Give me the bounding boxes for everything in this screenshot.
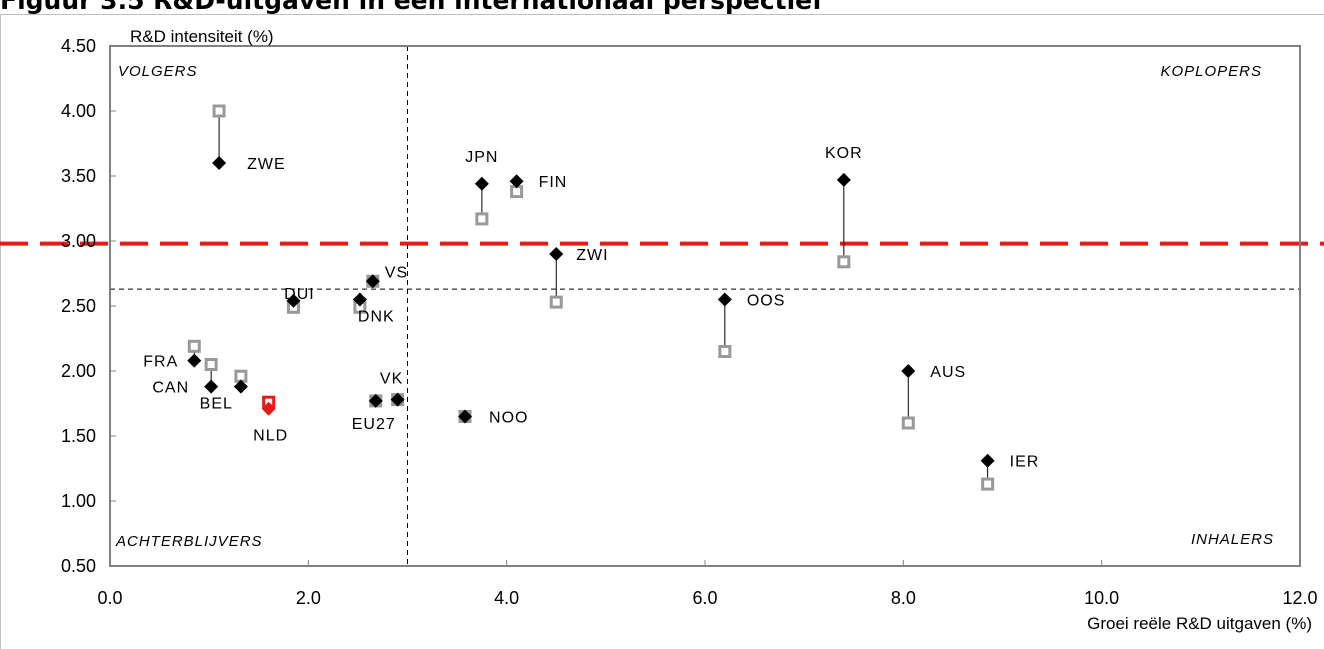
y-axis-ticks: 0.50 1.00 1.50 2.00 2.50 3.00 3.50 4.00 4.50	[61, 36, 116, 576]
point-label-fin: FIN	[539, 174, 568, 191]
open-marker-oos	[718, 345, 732, 358]
point-label-dui: DUI	[284, 286, 315, 303]
y-tick-label: 4.00	[61, 101, 96, 121]
quadrant-label-volgers: VOLGERS	[118, 63, 198, 80]
filled-marker-vk	[390, 392, 405, 407]
point-labels: ZWE JPN FIN KOR ZWI VS DUI DNK OOS FRA CAN BEL NLD VK…	[143, 145, 1040, 471]
point-label-can: CAN	[152, 380, 189, 397]
figure-title: Figuur 3.5 R&D-uitgaven in een internati…	[0, 0, 823, 15]
point-label-nld: NLD	[253, 428, 288, 445]
point-label-eu27: EU27	[352, 416, 396, 433]
open-marker-jpn	[475, 212, 489, 226]
filled-marker-can	[204, 379, 219, 394]
x-tick-label: 10.0	[1084, 588, 1119, 608]
filled-marker-dnk	[352, 292, 367, 307]
open-marker-aus	[901, 416, 915, 430]
point-label-vk: VK	[380, 371, 403, 388]
filled-marker-aus	[901, 364, 916, 378]
point-label-noo: NOO	[489, 410, 528, 427]
point-label-jpn: JPN	[465, 149, 498, 166]
open-marker-zwi	[549, 295, 563, 309]
point-label-aus: AUS	[930, 364, 966, 381]
point-label-ier: IER	[1010, 454, 1040, 471]
point-label-dnk: DNK	[358, 309, 395, 326]
filled-marker-dui	[286, 293, 301, 308]
filled-marker-fra	[187, 353, 202, 368]
filled-marker-jpn	[474, 176, 489, 191]
x-axis-ticks: 0.0 2.0 4.0 6.0 8.0 10.0 12.0	[97, 560, 1318, 608]
y-tick-label: 2.50	[61, 296, 96, 316]
filled-marker-zwi	[549, 247, 564, 261]
filled-marker-zwe	[212, 156, 227, 170]
y-tick-label: 1.50	[61, 426, 96, 446]
filled-marker-eu27	[368, 393, 383, 408]
point-label-kor: KOR	[825, 145, 863, 162]
quadrant-label-achterblijvers: ACHTERBLIJVERS	[115, 533, 263, 550]
point-label-bel: BEL	[200, 396, 233, 413]
point-label-vs: VS	[385, 264, 408, 281]
y-tick-label: 3.50	[61, 166, 96, 186]
open-marker-kor	[837, 255, 851, 269]
x-tick-label: 4.0	[494, 588, 519, 608]
point-label-oos: OOS	[747, 293, 786, 310]
x-tick-label: 6.0	[692, 588, 717, 608]
open-marker-fra	[187, 339, 201, 353]
open-marker-ier	[981, 477, 995, 491]
x-tick-label: 12.0	[1282, 588, 1317, 608]
y-tick-label: 3.00	[61, 231, 96, 251]
filled-marker-ier	[980, 453, 995, 468]
y-axis-label: R&D intensiteit (%)	[130, 27, 274, 46]
quadrant-labels: VOLGERS KOPLOPERS ACHTERBLIJVERS INHALERS	[115, 63, 1274, 550]
filled-marker-fin	[509, 174, 524, 189]
x-tick-label: 2.0	[296, 588, 321, 608]
quadrant-label-inhalers: INHALERS	[1191, 531, 1274, 548]
y-tick-label: 1.00	[61, 491, 96, 511]
y-tick-label: 0.50	[61, 556, 96, 576]
filled-marker-vs	[365, 274, 380, 289]
point-label-zwe: ZWE	[247, 156, 286, 173]
y-tick-label: 4.50	[61, 36, 96, 56]
frame-left-rule	[0, 14, 1, 649]
reference-lines	[0, 46, 1324, 566]
filled-marker-nld	[261, 401, 276, 416]
x-tick-label: 0.0	[97, 588, 122, 608]
filled-diamond-markers	[187, 156, 995, 468]
y-tick-label: 2.00	[61, 361, 96, 381]
filled-marker-noo	[458, 409, 473, 424]
quadrant-label-koplopers: KOPLOPERS	[1160, 63, 1262, 80]
filled-marker-kor	[836, 172, 851, 187]
filled-marker-oos	[717, 292, 732, 307]
frame-top-rule	[0, 14, 1324, 15]
point-label-fra: FRA	[143, 354, 178, 371]
filled-marker-bel	[233, 379, 248, 394]
x-tick-label: 8.0	[891, 588, 916, 608]
point-label-zwi: ZWI	[576, 247, 608, 264]
x-axis-label: Groei reële R&D uitgaven (%)	[1087, 614, 1312, 633]
open-marker-can	[204, 358, 218, 371]
open-marker-zwe	[212, 104, 226, 118]
